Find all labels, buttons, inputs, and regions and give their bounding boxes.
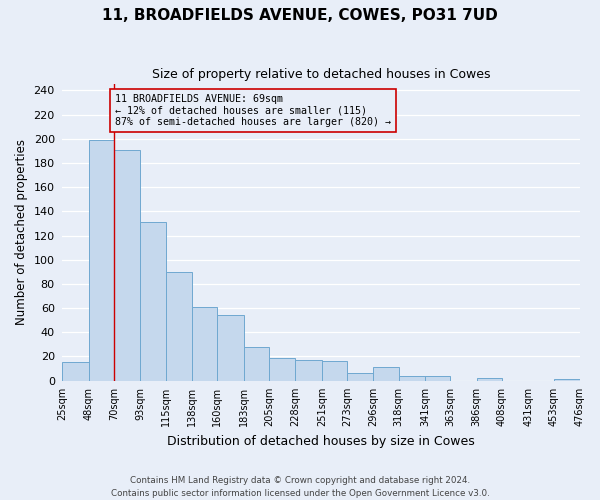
Bar bbox=[373, 367, 398, 380]
Bar bbox=[217, 316, 244, 380]
Bar bbox=[398, 376, 425, 380]
X-axis label: Distribution of detached houses by size in Cowes: Distribution of detached houses by size … bbox=[167, 434, 475, 448]
Bar bbox=[425, 376, 451, 380]
Bar bbox=[322, 361, 347, 380]
Bar bbox=[114, 150, 140, 380]
Bar bbox=[62, 362, 89, 380]
Bar bbox=[166, 272, 192, 380]
Bar bbox=[477, 378, 502, 380]
Y-axis label: Number of detached properties: Number of detached properties bbox=[15, 140, 28, 326]
Text: 11, BROADFIELDS AVENUE, COWES, PO31 7UD: 11, BROADFIELDS AVENUE, COWES, PO31 7UD bbox=[102, 8, 498, 22]
Bar bbox=[347, 374, 373, 380]
Title: Size of property relative to detached houses in Cowes: Size of property relative to detached ho… bbox=[152, 68, 490, 80]
Bar bbox=[295, 360, 322, 380]
Bar bbox=[244, 346, 269, 380]
Bar bbox=[192, 307, 217, 380]
Bar bbox=[140, 222, 166, 380]
Bar bbox=[89, 140, 114, 380]
Bar bbox=[269, 358, 295, 380]
Text: Contains HM Land Registry data © Crown copyright and database right 2024.
Contai: Contains HM Land Registry data © Crown c… bbox=[110, 476, 490, 498]
Text: 11 BROADFIELDS AVENUE: 69sqm
← 12% of detached houses are smaller (115)
87% of s: 11 BROADFIELDS AVENUE: 69sqm ← 12% of de… bbox=[115, 94, 391, 128]
